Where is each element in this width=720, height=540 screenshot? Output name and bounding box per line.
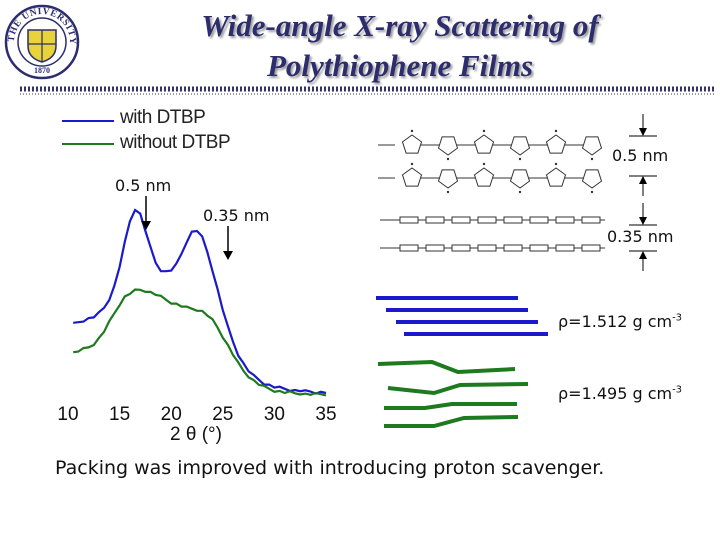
edge-chain-bottom-ring <box>477 244 497 252</box>
edge-chain-top-ring <box>399 216 419 224</box>
chain-bottom-ring <box>545 167 567 187</box>
x-tick-label: 10 <box>57 404 78 425</box>
legend-swatch-with-dtbp <box>62 120 114 122</box>
disordered-chain-bar <box>384 415 519 428</box>
density-without-dtbp-value: ρ=1.495 g cm <box>558 384 673 403</box>
seal-year: 1870 <box>34 66 50 75</box>
edge-chain-bottom-ring <box>425 244 445 252</box>
peak-arrow-05nm-head <box>141 221 151 230</box>
disordered-chain-bar <box>377 359 516 375</box>
chain-top-ring-sulfur <box>554 129 558 133</box>
chain-top-ring-sulfur <box>518 157 522 161</box>
legend-label-with-dtbp: with DTBP <box>120 107 206 128</box>
chain-top-ring <box>401 134 423 154</box>
chain-top-ring-sulfur <box>410 129 414 133</box>
chain-bottom-ring <box>509 169 531 189</box>
series-line-with-dtbp <box>73 208 327 395</box>
legend-swatch-without-dtbp <box>62 143 114 145</box>
chain-top-ring <box>581 136 603 156</box>
slide-title-line2: Polythiophene Films <box>266 48 534 83</box>
spacing-05nm-arrowhead-up <box>639 176 647 184</box>
x-tick-label: 25 <box>212 404 233 425</box>
peak-arrow-035nm-head <box>223 251 233 260</box>
density-with-dtbp-value: ρ=1.512 g cm <box>558 312 673 331</box>
x-axis-label: 2 θ (°) <box>170 424 222 445</box>
chain-bottom-ring-sulfur <box>410 162 414 166</box>
edge-chain-top-ring <box>581 216 601 224</box>
edge-chain-top-ring <box>555 216 575 224</box>
density-with-dtbp-exp: -3 <box>672 312 683 324</box>
chain-bottom-ring <box>401 167 423 187</box>
title-divider <box>20 86 716 95</box>
chain-bottom-ring-sulfur <box>518 190 522 194</box>
edge-chain-top-ring <box>477 216 497 224</box>
disordered-chain-bar <box>384 402 517 410</box>
chain-top-ring-sulfur <box>446 157 450 161</box>
edge-chain-bottom-ring <box>555 244 575 252</box>
edge-chain-bottom-ring <box>529 244 549 252</box>
x-tick-label: 35 <box>315 404 336 425</box>
chain-top-ring-sulfur <box>590 157 594 161</box>
disordered-chain-bar <box>387 382 529 396</box>
peak-label-035nm: 0.35 nm <box>203 206 270 225</box>
chain-bottom-ring <box>473 167 495 187</box>
chain-bottom-ring-sulfur <box>482 162 486 166</box>
conclusion-text: Packing was improved with introducing pr… <box>55 457 605 479</box>
edge-chain-top-ring <box>451 216 471 224</box>
edge-chain-top-ring <box>425 216 445 224</box>
x-tick-label: 20 <box>161 404 182 425</box>
chain-bottom-ring-sulfur <box>554 162 558 166</box>
series-line-without-dtbp <box>73 288 327 397</box>
spacing-035nm-arrowhead-up <box>639 251 647 259</box>
spacing-label-035nm: 0.35 nm <box>607 227 674 246</box>
slide-title-line1: Wide-angle X-ray Scattering of <box>201 8 599 43</box>
chain-top-ring <box>437 136 459 156</box>
edge-chain-bottom-ring <box>399 244 419 252</box>
legend-label-without-dtbp: without DTBP <box>120 132 231 153</box>
spacing-05nm-arrowhead-down <box>639 128 647 136</box>
university-seal-logo: THE UNIVERSITY OF AKRON 1870 <box>4 4 80 80</box>
edge-chain-bottom-ring <box>503 244 523 252</box>
x-tick-label: 15 <box>109 404 130 425</box>
chain-top-ring <box>545 134 567 154</box>
spacing-035nm-arrowhead-down <box>639 217 647 225</box>
edge-chain-bottom-ring <box>581 244 601 252</box>
density-without-dtbp-exp: -3 <box>672 384 683 396</box>
edge-chain-top-ring <box>503 216 523 224</box>
edge-chain-top-ring <box>529 216 549 224</box>
slide-title: Wide-angle X-ray Scattering of Polythiop… <box>120 6 680 86</box>
chain-bottom-ring-sulfur <box>446 190 450 194</box>
density-with-dtbp: ρ=1.512 g cm-3 <box>558 312 682 331</box>
x-tick-label: 30 <box>264 404 285 425</box>
chain-top-ring <box>473 134 495 154</box>
chain-top-ring <box>509 136 531 156</box>
chain-bottom-ring <box>437 169 459 189</box>
peak-label-05nm: 0.5 nm <box>115 176 172 195</box>
density-without-dtbp: ρ=1.495 g cm-3 <box>558 384 682 403</box>
chain-top-ring-sulfur <box>482 129 486 133</box>
chain-bottom-ring-sulfur <box>590 190 594 194</box>
chain-bottom-ring <box>581 169 603 189</box>
edge-chain-bottom-ring <box>451 244 471 252</box>
spacing-label-05nm: 0.5 nm <box>612 146 669 165</box>
